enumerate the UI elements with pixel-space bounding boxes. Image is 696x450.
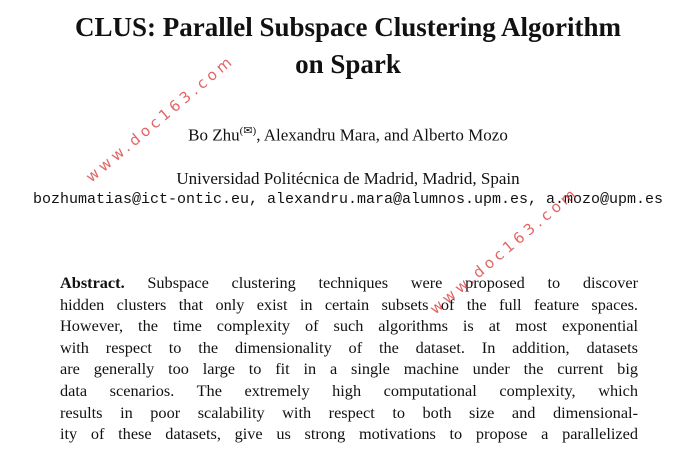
- abstract-line: with respect to the dimensionality of th…: [60, 337, 638, 358]
- abstract-line: data scenarios. The extremely high compu…: [60, 380, 638, 401]
- title-line: CLUS: Parallel Subspace Clustering Algor…: [74, 12, 621, 42]
- abstract-text: ity of these datasets, give us strong mo…: [60, 424, 638, 444]
- abstract-text: data scenarios. The extremely high compu…: [60, 381, 638, 400]
- abstract-line: ity of these datasets, give us strong mo…: [60, 423, 638, 444]
- abstract-line: However, the time complexity of such alg…: [60, 315, 638, 336]
- abstract-text: hidden clusters that only exist in certa…: [60, 294, 638, 314]
- affiliation: Universidad Politécnica de Madrid, Madri…: [176, 169, 520, 188]
- abstract-line: hidden clusters that only exist in certa…: [60, 294, 638, 315]
- abstract-text: Subspace clustering techniques were prop…: [147, 273, 638, 292]
- abstract-line: Abstract. Subspace clustering techniques…: [60, 272, 638, 293]
- author-name: Bo Zhu: [188, 125, 240, 145]
- abstract-label: Abstract.: [60, 273, 125, 292]
- emails: bozhumatias@ict-ontic.eu, alexandru.mara…: [32, 191, 664, 208]
- abstract-text: However, the time complexity of such alg…: [60, 316, 638, 336]
- abstract-line: are generally too large to fit in a sing…: [60, 358, 638, 379]
- abstract-text: with respect to the dimensionality of th…: [60, 337, 638, 357]
- corresponding-mark: (✉): [239, 125, 257, 137]
- author-names: , Alexandru Mara, and Alberto Mozo: [256, 125, 508, 145]
- authors: Bo Zhu(✉), Alexandru Mara, and Alberto M…: [0, 124, 696, 146]
- abstract-line: results in poor scalability with respect…: [60, 402, 638, 423]
- abstract-text: are generally too large to fit in a sing…: [60, 359, 638, 379]
- abstract-text: results in poor scalability with respect…: [60, 402, 638, 422]
- title-line: on Spark: [295, 49, 401, 79]
